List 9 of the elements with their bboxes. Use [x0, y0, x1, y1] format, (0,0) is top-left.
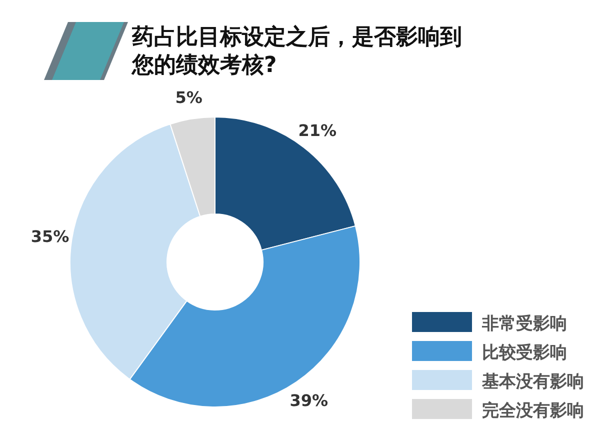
legend-label: 完全没有影响 [482, 401, 584, 421]
legend-label: 非常受影响 [481, 314, 567, 334]
data-label: 21% [298, 121, 337, 140]
legend-label: 比较受影响 [482, 343, 567, 363]
data-label: 39% [290, 391, 328, 410]
legend-label: 基本没有影响 [481, 372, 584, 392]
chart-title: 药占比目标设定之后，是否影响到您的绩效考核? [131, 24, 462, 78]
data-label: 5% [175, 88, 202, 108]
data-label: 35% [30, 226, 70, 246]
